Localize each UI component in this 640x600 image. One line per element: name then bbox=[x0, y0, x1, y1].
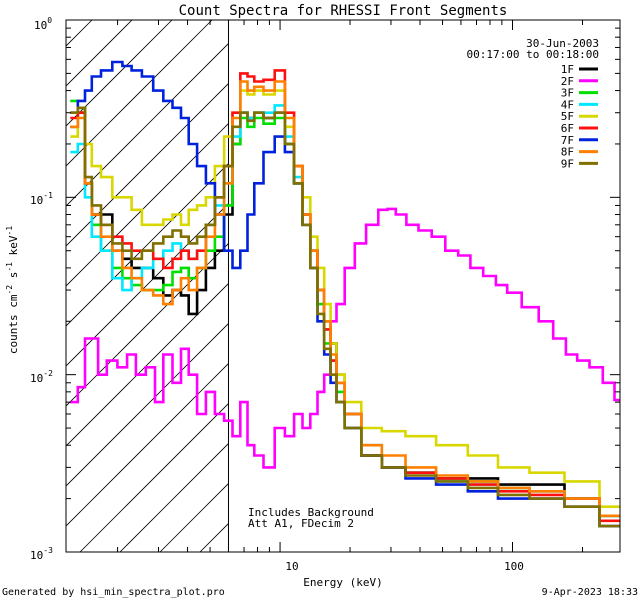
legend-label-1F: 1F bbox=[561, 63, 574, 76]
series-line-7F bbox=[70, 60, 620, 528]
hatch-line bbox=[280, 20, 640, 552]
legend-label-3F: 3F bbox=[561, 87, 574, 100]
plot-frame bbox=[65, 19, 621, 553]
legend-label-5F: 5F bbox=[561, 110, 574, 123]
hatch-line bbox=[66, 282, 229, 447]
hatch-line bbox=[66, 82, 229, 247]
series-line-9F bbox=[70, 106, 620, 528]
series-line-2F bbox=[70, 207, 620, 469]
generated-timestamp: 9-Apr-2023 18:33 bbox=[542, 587, 638, 598]
legend-label-2F: 2F bbox=[561, 75, 574, 88]
series-line-3F bbox=[70, 99, 620, 518]
x-axis-label: Energy (keV) bbox=[303, 576, 382, 589]
hatch-line bbox=[66, 322, 229, 487]
legend-label-6F: 6F bbox=[561, 122, 574, 135]
hatch-line bbox=[66, 42, 229, 207]
hatch-line bbox=[320, 20, 640, 552]
legend-label-9F: 9F bbox=[561, 157, 574, 170]
series-line-5F bbox=[70, 89, 620, 508]
attenuator-hatch-region bbox=[66, 20, 640, 552]
series-line-4F bbox=[70, 104, 620, 518]
hatch-line bbox=[240, 20, 640, 552]
attenuator-note: Att A1, FDecim 2 bbox=[248, 517, 354, 530]
hatch-line bbox=[66, 362, 229, 527]
legend-label-8F: 8F bbox=[561, 146, 574, 159]
series-layer bbox=[70, 60, 620, 528]
hatch-line bbox=[66, 20, 213, 167]
y-tick-label-0.001: 10-3 bbox=[30, 546, 53, 562]
hatch-line bbox=[66, 242, 229, 407]
axis-ticks bbox=[66, 19, 620, 553]
series-line-8F bbox=[70, 80, 620, 518]
y-tick-label-0.01: 10-2 bbox=[30, 369, 53, 385]
background-note: Includes Background bbox=[248, 506, 374, 519]
hatch-line bbox=[79, 402, 229, 552]
x-tick-label-10: 10 bbox=[285, 560, 298, 573]
hatch-line bbox=[66, 162, 229, 327]
series-line-1F bbox=[70, 111, 620, 518]
legend-label-4F: 4F bbox=[561, 98, 574, 111]
y-tick-label-1: 100 bbox=[34, 16, 52, 32]
y-tick-label-0.1: 10-1 bbox=[30, 191, 53, 207]
y-axis-label: counts cm-2 s-1 keV-1 bbox=[5, 226, 20, 354]
date-label: 30-Jun-2003 bbox=[526, 37, 599, 50]
time-range-label: 00:17:00 to 00:18:00 bbox=[467, 48, 599, 61]
chart-title: Count Spectra for RHESSI Front Segments bbox=[179, 3, 508, 19]
hatch-line bbox=[119, 442, 229, 552]
generated-by-label: Generated by hsi_min_spectra_plot.pro bbox=[2, 587, 225, 598]
x-tick-label-100: 100 bbox=[504, 560, 524, 573]
hatch-line bbox=[66, 202, 229, 367]
legend-label-7F: 7F bbox=[561, 134, 574, 147]
